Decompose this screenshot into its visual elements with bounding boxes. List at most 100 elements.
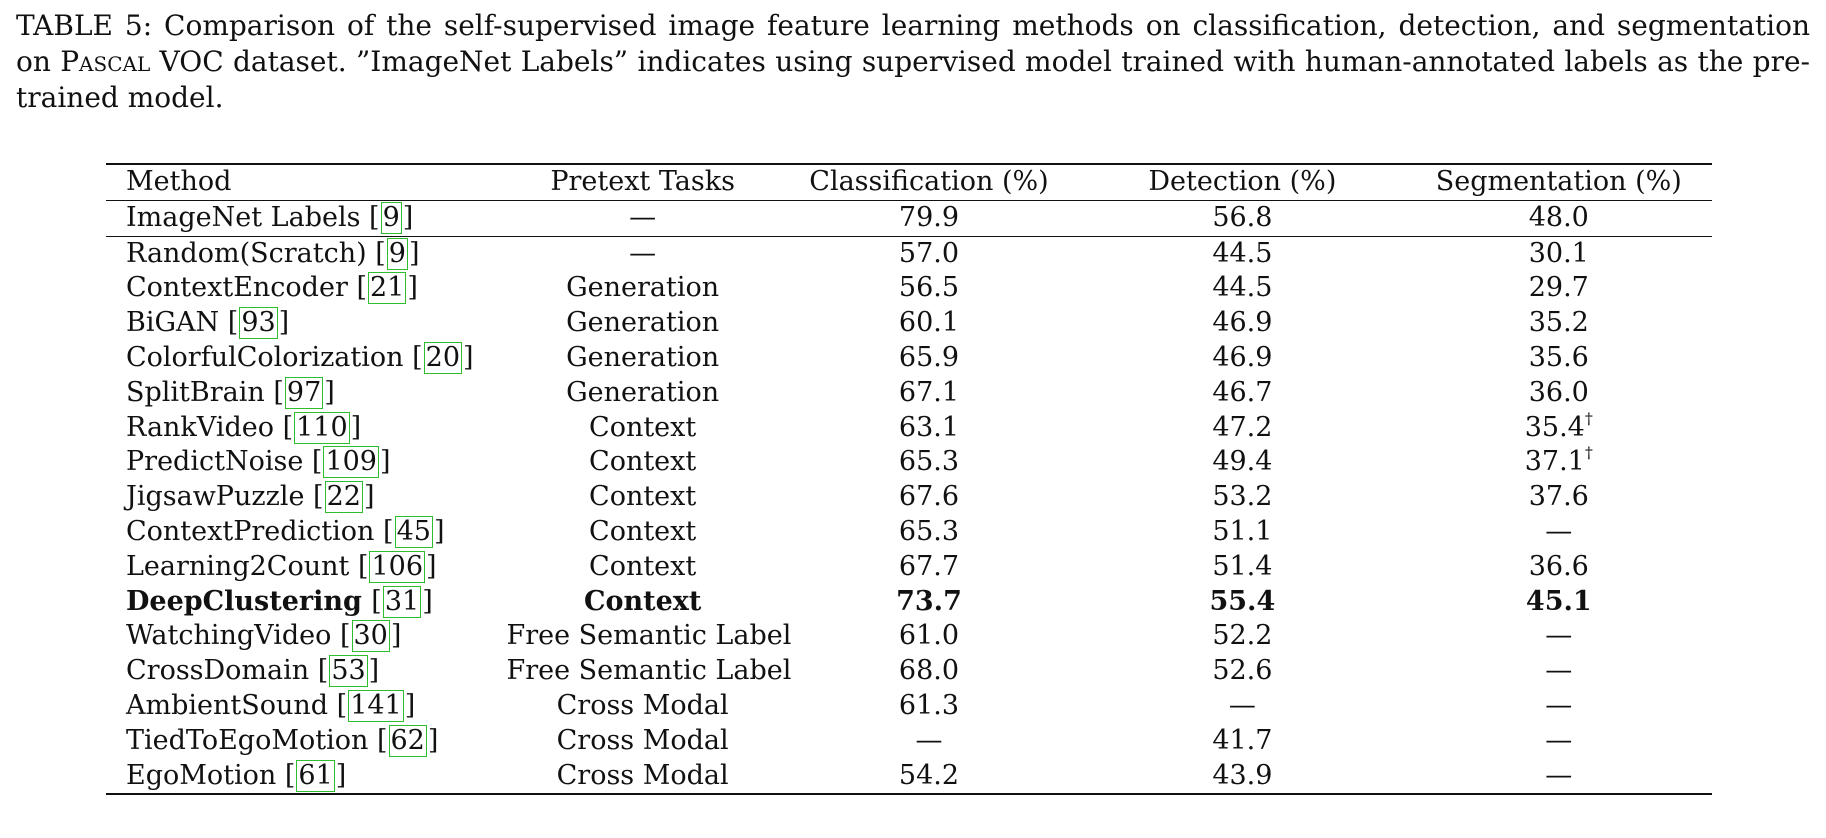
citation-number[interactable]: 110 bbox=[294, 411, 350, 444]
pretext-cell: Context bbox=[583, 585, 702, 617]
pretext-cell: Generation bbox=[566, 341, 720, 373]
pretext-cell: Context bbox=[589, 515, 697, 547]
results-table: Method Pretext Tasks Classification (%) … bbox=[106, 165, 1712, 793]
method-name: ImageNet Labels bbox=[126, 201, 361, 233]
citation-link[interactable]: [9] bbox=[375, 237, 420, 270]
method-name: EgoMotion bbox=[126, 759, 277, 791]
table-row: CrossDomain [53] Free Semantic Label 68.0 5… bbox=[106, 654, 1712, 689]
citation-number[interactable]: 9 bbox=[380, 201, 402, 234]
segmentation-value: 30.1 bbox=[1528, 237, 1589, 269]
citation-number[interactable]: 93 bbox=[239, 307, 278, 340]
table-row: Learning2Count [106] Context 67.7 51.4 36.6 bbox=[106, 550, 1712, 585]
pretext-cell: Context bbox=[589, 446, 697, 478]
detection-cell: 52.6 bbox=[1212, 655, 1273, 687]
citation-link[interactable]: [20] bbox=[412, 341, 474, 374]
citation-link[interactable]: [110] bbox=[282, 411, 362, 444]
classification-cell: 60.1 bbox=[898, 307, 960, 339]
pretext-cell: Cross Modal bbox=[556, 724, 729, 756]
citation-link[interactable]: [106] bbox=[357, 550, 437, 583]
citation-link[interactable]: [62] bbox=[376, 724, 439, 757]
citation-number[interactable]: 109 bbox=[323, 446, 379, 479]
table-row: ContextEncoder [21] Generation 56.5 44.5 29.… bbox=[106, 271, 1712, 306]
dagger-mark: † bbox=[1584, 408, 1593, 428]
segmentation-value: 45.1 bbox=[1525, 585, 1592, 617]
citation-number[interactable]: 45 bbox=[394, 515, 433, 548]
table-row: ColorfulColorization [20] Generation 65.9 4… bbox=[106, 341, 1712, 376]
table-row: PredictNoise [109] Context 65.3 49.4 37.1† bbox=[106, 445, 1712, 480]
method-name: DeepClustering bbox=[126, 585, 362, 617]
citation-link[interactable]: [30] bbox=[339, 620, 402, 653]
top-rule bbox=[106, 163, 1712, 165]
citation-number[interactable]: 21 bbox=[368, 272, 407, 305]
citation-number[interactable]: 31 bbox=[382, 585, 422, 618]
caption-part1: TABLE 5: Comparison of the self-supervis… bbox=[16, 9, 1810, 78]
citation-number[interactable]: 106 bbox=[369, 550, 426, 583]
detection-cell: 41.7 bbox=[1212, 724, 1273, 756]
method-cell: PredictNoise [109] bbox=[106, 445, 506, 480]
citation-number[interactable]: 97 bbox=[284, 376, 324, 409]
table-row: EgoMotion [61] Cross Modal 54.2 43.9 — bbox=[106, 759, 1712, 794]
citation-number[interactable]: 20 bbox=[423, 341, 463, 374]
citation-link[interactable]: [97] bbox=[273, 376, 335, 409]
citation-number[interactable]: 62 bbox=[388, 724, 427, 757]
citation-number[interactable]: 61 bbox=[296, 759, 335, 792]
citation-link[interactable]: [21] bbox=[356, 272, 418, 305]
segmentation-cell: 30.1 bbox=[1405, 235, 1712, 272]
citation-link[interactable]: [61] bbox=[284, 759, 347, 792]
method-name: PredictNoise bbox=[126, 446, 304, 478]
table-row: ContextPrediction [45] Context 65.3 51.1 — bbox=[106, 515, 1712, 550]
table-row: ImageNet Labels [9] — 79.9 56.8 48.0 bbox=[106, 200, 1712, 236]
table-body: ImageNet Labels [9] —79.9 56.8 48.0 Random(S… bbox=[106, 200, 1712, 793]
method-cell: ImageNet Labels [9] bbox=[106, 200, 506, 236]
citation-link[interactable]: [109] bbox=[311, 446, 391, 479]
table-row: AmbientSound [141] Cross Modal 61.3 — — bbox=[106, 689, 1712, 724]
detection-cell: 52.2 bbox=[1212, 620, 1273, 652]
citation-link[interactable]: [93] bbox=[227, 307, 290, 340]
method-name: ContextEncoder bbox=[126, 272, 348, 304]
citation-link[interactable]: [9] bbox=[369, 201, 414, 234]
detection-cell: 44.5 bbox=[1212, 272, 1273, 304]
pretext-cell: Context bbox=[589, 411, 697, 443]
table-row: RankVideo [110] Context 63.1 47.2 35.4† bbox=[106, 408, 1712, 446]
segmentation-cell: 37.6 bbox=[1406, 480, 1712, 515]
method-cell: EgoMotion [61] bbox=[106, 759, 506, 794]
classification-cell: 54.2 bbox=[898, 759, 960, 791]
pretext-cell: Free Semantic Label bbox=[506, 620, 792, 652]
header-detection: Detection (%) bbox=[1079, 165, 1406, 201]
classification-cell: 68.0 bbox=[898, 655, 960, 687]
method-cell: CrossDomain [53] bbox=[106, 654, 506, 689]
results-table-container: Method Pretext Tasks Classification (%) … bbox=[106, 163, 1712, 796]
header-pretext: Pretext Tasks bbox=[506, 165, 779, 201]
segmentation-value: 29.7 bbox=[1528, 272, 1589, 304]
segmentation-value: 37.6 bbox=[1528, 481, 1589, 513]
citation-link[interactable]: [53] bbox=[317, 655, 380, 688]
citation-number[interactable]: 53 bbox=[329, 655, 368, 688]
citation-link[interactable]: [141] bbox=[336, 689, 416, 722]
segmentation-cell: — bbox=[1406, 515, 1712, 550]
citation-number[interactable]: 30 bbox=[351, 620, 390, 653]
header-segmentation: Segmentation (%) bbox=[1405, 165, 1712, 201]
citation-number[interactable]: 141 bbox=[348, 689, 404, 722]
citation-link[interactable]: [31] bbox=[371, 585, 433, 618]
header-classification: Classification (%) bbox=[778, 165, 1080, 201]
citation-number[interactable]: 22 bbox=[324, 481, 363, 514]
method-name: JigsawPuzzle bbox=[126, 481, 305, 513]
pretext-cell: Cross Modal bbox=[556, 759, 729, 791]
citation-number[interactable]: 9 bbox=[386, 237, 408, 270]
classification-cell: 67.7 bbox=[898, 550, 960, 582]
segmentation-value: 48.0 bbox=[1528, 201, 1589, 233]
classification-cell: 79.9 bbox=[898, 201, 960, 233]
pretext-cell: Context bbox=[589, 550, 697, 582]
detection-cell: 46.9 bbox=[1212, 341, 1273, 373]
table-row: BiGAN [93] Generation 60.1 46.9 35.2 bbox=[106, 306, 1712, 341]
segmentation-value: 35.4 bbox=[1524, 411, 1585, 443]
citation-link[interactable]: [22] bbox=[313, 481, 375, 514]
citation-link[interactable]: [45] bbox=[383, 515, 445, 548]
segmentation-cell: 35.2 bbox=[1406, 306, 1712, 341]
detection-cell: 43.9 bbox=[1212, 759, 1273, 791]
segmentation-cell: 45.1 bbox=[1406, 585, 1712, 620]
segmentation-cell: 36.0 bbox=[1406, 376, 1712, 411]
segmentation-value: — bbox=[1545, 724, 1573, 756]
method-cell: WatchingVideo [30] bbox=[106, 619, 506, 654]
segmentation-cell: — bbox=[1406, 619, 1712, 654]
